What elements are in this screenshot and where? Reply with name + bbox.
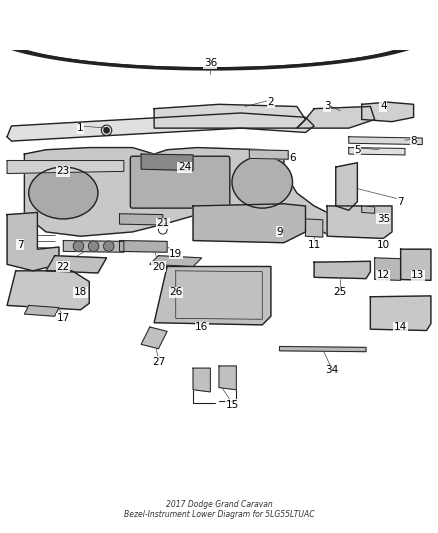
Text: 14: 14 [394,322,407,332]
Polygon shape [193,204,305,243]
Text: 36: 36 [204,58,217,68]
Text: 2: 2 [268,97,274,107]
Polygon shape [297,107,374,128]
Text: 15: 15 [225,400,239,410]
Text: 11: 11 [307,240,321,250]
Text: 22: 22 [57,262,70,271]
Ellipse shape [232,156,293,208]
Polygon shape [401,249,431,280]
Text: 13: 13 [411,270,424,280]
Polygon shape [279,346,366,352]
Text: 8: 8 [410,136,417,146]
Polygon shape [64,240,124,252]
Text: 7: 7 [397,197,404,207]
Polygon shape [7,160,124,174]
Circle shape [104,128,109,133]
Circle shape [88,241,99,252]
Text: 12: 12 [377,270,390,280]
Circle shape [73,241,84,252]
Circle shape [103,241,114,252]
Polygon shape [7,213,59,271]
Polygon shape [349,148,405,155]
Text: 18: 18 [74,287,87,297]
Text: 27: 27 [152,357,165,367]
Text: 4: 4 [380,101,387,111]
Polygon shape [327,206,392,238]
Polygon shape [7,271,89,310]
Polygon shape [25,148,332,236]
Polygon shape [314,261,371,279]
Text: 20: 20 [152,262,165,271]
Text: 26: 26 [169,287,182,297]
Text: 24: 24 [178,162,191,172]
Text: 7: 7 [17,240,23,250]
Polygon shape [46,256,106,273]
Text: 16: 16 [195,322,208,332]
Polygon shape [120,240,167,252]
Text: 21: 21 [156,218,170,228]
Polygon shape [141,327,167,349]
Polygon shape [349,137,422,144]
Ellipse shape [29,167,98,219]
Polygon shape [25,305,59,316]
Text: 3: 3 [324,101,330,111]
Polygon shape [7,113,314,141]
Text: 23: 23 [57,166,70,176]
Text: 5: 5 [354,145,361,155]
Text: 25: 25 [333,287,347,297]
Text: 9: 9 [276,227,283,237]
Text: 17: 17 [57,313,70,324]
Text: 35: 35 [377,214,390,224]
Text: 1: 1 [77,123,84,133]
Polygon shape [141,154,193,171]
Polygon shape [120,214,163,225]
Polygon shape [154,104,305,128]
Polygon shape [219,366,236,390]
Polygon shape [150,256,202,266]
Text: 19: 19 [169,248,182,259]
Text: 34: 34 [325,365,338,375]
Polygon shape [371,296,431,330]
Polygon shape [336,163,357,211]
Polygon shape [193,368,210,392]
Polygon shape [374,258,401,280]
Polygon shape [305,219,323,237]
Polygon shape [249,150,288,159]
Polygon shape [362,206,374,213]
Text: 10: 10 [377,240,390,250]
Text: 6: 6 [289,154,296,164]
Polygon shape [154,266,271,325]
Text: 2017 Dodge Grand Caravan
Bezel-Instrument Lower Diagram for 5LG55LTUAC: 2017 Dodge Grand Caravan Bezel-Instrumen… [124,500,314,520]
FancyBboxPatch shape [131,156,230,208]
Polygon shape [362,102,413,122]
